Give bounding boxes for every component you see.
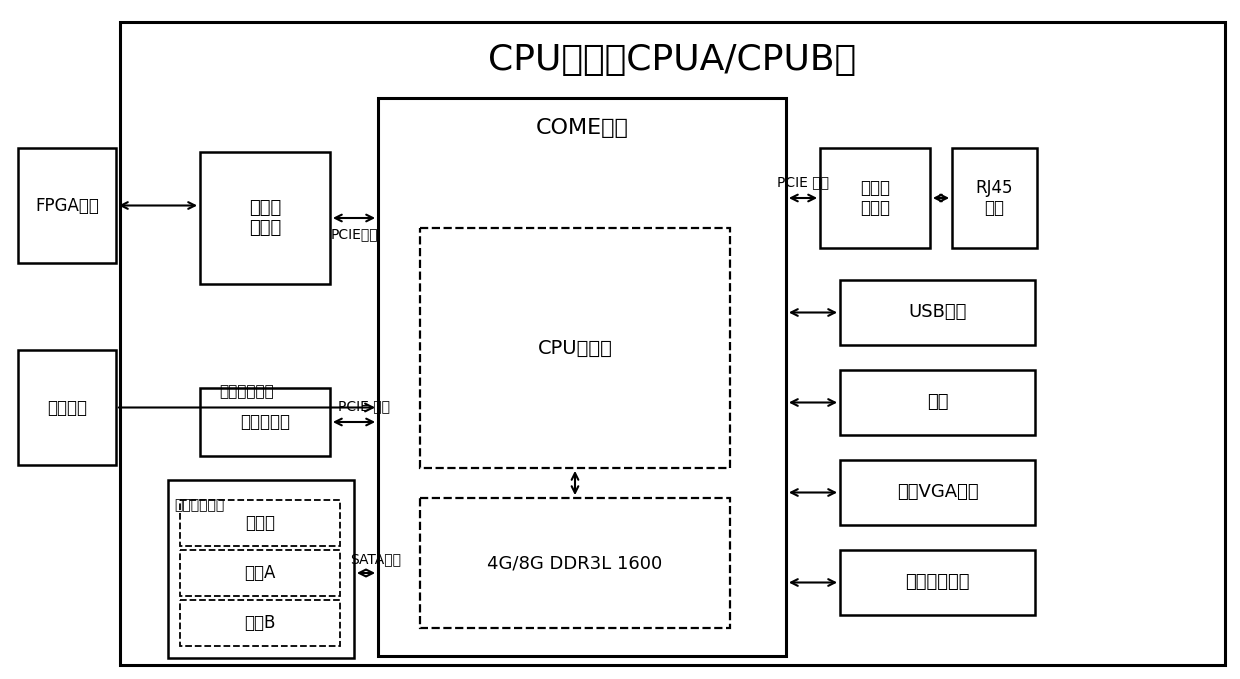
Text: PCIE 总线: PCIE 总线 [777,175,830,189]
Bar [200,152,330,284]
Bar [180,500,340,546]
Text: PCIE总线: PCIE总线 [330,227,378,241]
Bar [952,148,1037,248]
Bar [839,550,1035,615]
Text: SATA总线: SATA总线 [351,552,402,566]
Text: 千兆网
处理器: 千兆网 处理器 [249,198,281,238]
Bar [180,600,340,646]
Bar [180,550,340,596]
Bar [19,350,117,465]
Text: USB接口: USB接口 [909,304,967,321]
Text: 外接VGA接口: 外接VGA接口 [897,483,978,502]
Bar [167,480,353,658]
Text: 硬盘A: 硬盘A [244,564,275,582]
Text: CPU处理器: CPU处理器 [538,339,613,358]
Text: 4G/8G DDR3L 1600: 4G/8G DDR3L 1600 [487,554,662,572]
Text: 硬盘B: 硬盘B [244,614,275,632]
Bar [19,148,117,263]
Bar [839,460,1035,525]
Text: 电子盘: 电子盘 [246,514,275,532]
Bar [839,280,1035,345]
Text: 千兆网
处理器: 千兆网 处理器 [861,179,890,217]
Bar [200,388,330,456]
Text: COME模块: COME模块 [536,118,629,138]
Text: 对时模块: 对时模块 [47,399,87,416]
Bar [420,498,730,628]
Text: 串口: 串口 [926,394,949,411]
Text: FPGA模块: FPGA模块 [35,196,99,215]
Bar [120,22,1225,665]
Text: 数据存储模块: 数据存储模块 [174,498,224,512]
Text: PCIE 总线: PCIE 总线 [339,399,391,413]
Bar [420,228,730,468]
Bar [820,148,930,248]
Bar [378,98,786,656]
Bar [839,370,1035,435]
Text: RJ45
接口: RJ45 接口 [976,179,1013,217]
Text: 时间基准信号: 时间基准信号 [219,384,274,399]
Text: CPU模块（CPUA/CPUB）: CPU模块（CPUA/CPUB） [489,43,857,77]
Text: 人机交互接口: 人机交互接口 [905,574,970,591]
Text: 数据压缩卡: 数据压缩卡 [241,413,290,431]
